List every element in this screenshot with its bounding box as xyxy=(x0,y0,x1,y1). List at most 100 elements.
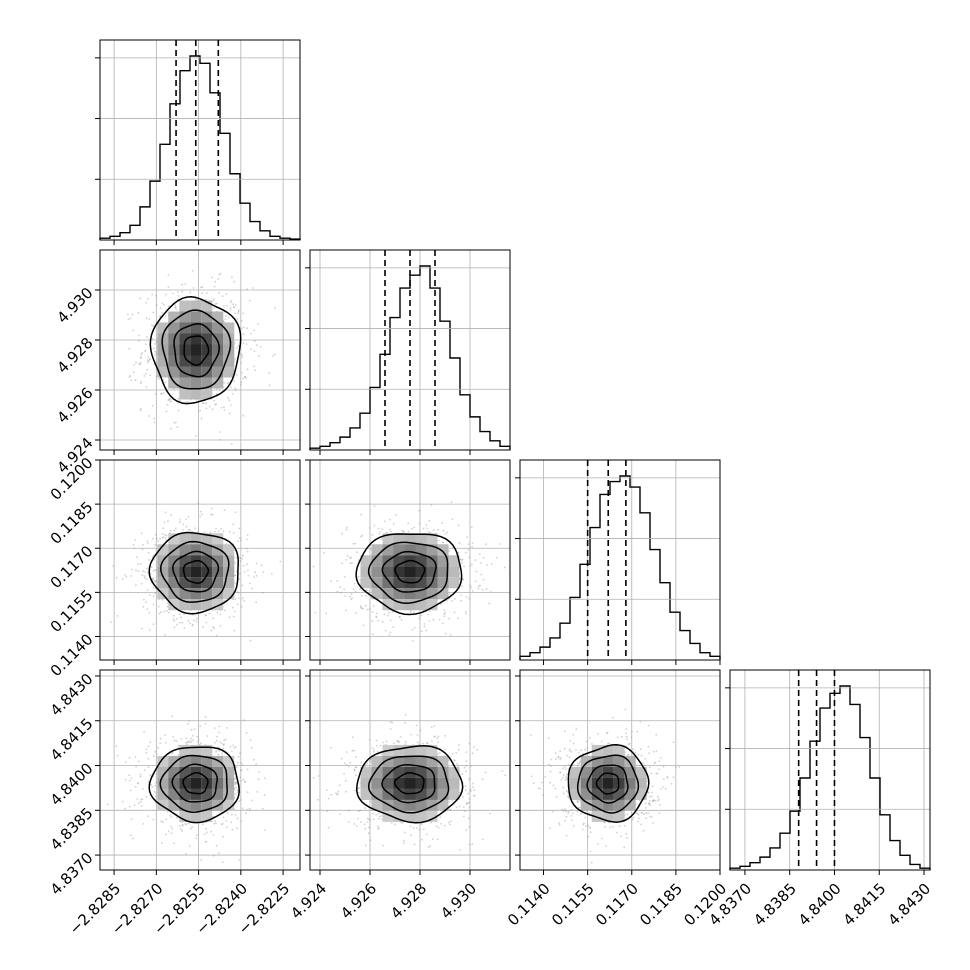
scatter-point xyxy=(152,325,155,328)
density-cell xyxy=(168,766,180,778)
scatter-point xyxy=(140,357,142,360)
scatter-point xyxy=(385,740,388,743)
density-cell xyxy=(437,577,449,589)
scatter-point xyxy=(174,306,176,309)
scatter-point xyxy=(236,817,239,820)
scatter-point xyxy=(250,348,252,350)
scatter-point xyxy=(439,816,442,818)
scatter-point xyxy=(464,785,467,787)
scatter-point xyxy=(368,826,370,829)
scatter-point xyxy=(449,634,452,636)
scatter-point xyxy=(246,327,248,330)
scatter-point xyxy=(235,373,238,376)
scatter-point xyxy=(225,820,228,822)
scatter-point xyxy=(223,600,226,602)
scatter-point xyxy=(371,620,373,623)
scatter-point xyxy=(400,618,403,621)
scatter-point xyxy=(226,382,229,385)
scatter-point xyxy=(121,800,124,803)
scatter-point xyxy=(164,381,167,384)
y-tick-label: 4.930 xyxy=(53,284,96,327)
scatter-point xyxy=(464,610,467,613)
scatter-point xyxy=(145,752,148,754)
y-tick-label: 4.8370 xyxy=(47,849,97,899)
scatter-point xyxy=(214,303,217,305)
density-cell xyxy=(201,344,213,356)
scatter-point xyxy=(140,562,143,565)
scatter-point xyxy=(145,796,148,798)
scatter-point xyxy=(368,738,371,741)
scatter-point xyxy=(210,513,212,516)
density-cell xyxy=(201,311,213,323)
scatter-point xyxy=(241,557,244,560)
scatter-point xyxy=(236,318,238,320)
scatter-point xyxy=(163,610,166,613)
scatter-point xyxy=(204,614,207,617)
density-cell xyxy=(382,810,394,822)
scatter-point xyxy=(155,569,158,571)
scatter-point xyxy=(234,511,237,514)
scatter-point xyxy=(255,562,258,565)
scatter-point xyxy=(466,536,468,539)
scatter-point xyxy=(152,578,154,581)
scatter-point xyxy=(148,611,151,614)
density-cell xyxy=(190,566,202,578)
scatter-point xyxy=(471,590,474,592)
scatter-point xyxy=(159,315,161,318)
density-cell xyxy=(168,599,180,611)
scatter-point xyxy=(115,576,118,579)
scatter-point xyxy=(235,746,237,748)
scatter-point xyxy=(389,528,391,531)
scatter-point xyxy=(421,630,423,633)
scatter-point xyxy=(222,744,225,746)
density-cell xyxy=(190,777,202,789)
scatter-point xyxy=(357,787,360,790)
scatter-point xyxy=(218,292,220,294)
density-cell xyxy=(426,799,438,811)
scatter-point xyxy=(432,529,435,531)
scatter-point xyxy=(465,789,467,792)
scatter-point xyxy=(462,796,464,798)
scatter-point xyxy=(389,631,392,634)
density-cell xyxy=(201,588,213,600)
scatter-point xyxy=(235,766,238,769)
density-cell xyxy=(179,766,191,778)
scatter-point xyxy=(200,510,202,513)
density-cell xyxy=(404,744,416,756)
scatter-point xyxy=(389,619,392,622)
scatter-point xyxy=(420,614,423,617)
density-cell xyxy=(360,566,372,578)
scatter-point xyxy=(204,716,207,718)
scatter-point xyxy=(240,381,243,384)
density-cell xyxy=(190,599,202,611)
scatter-point xyxy=(228,412,231,415)
scatter-point xyxy=(381,620,384,623)
scatter-point xyxy=(366,817,369,820)
scatter-point xyxy=(468,843,471,846)
scatter-point xyxy=(152,570,155,572)
scatter-point xyxy=(426,742,429,744)
scatter-point xyxy=(211,513,214,516)
scatter-point xyxy=(188,845,191,847)
scatter-point xyxy=(154,592,157,595)
density-cell xyxy=(179,577,191,589)
scatter-point xyxy=(343,772,345,775)
scatter-point xyxy=(362,624,365,627)
scatter-point xyxy=(141,351,144,354)
scatter-point xyxy=(392,626,395,628)
density-cell xyxy=(212,577,224,589)
scatter-point xyxy=(162,392,165,394)
density-cell xyxy=(223,577,235,589)
scatter-point xyxy=(461,561,464,564)
scatter-point xyxy=(428,610,431,612)
density-cell xyxy=(201,533,213,545)
scatter-point xyxy=(232,606,234,609)
scatter-point xyxy=(578,762,580,765)
scatter-point xyxy=(206,831,208,834)
scatter-point xyxy=(480,573,483,576)
scatter-point xyxy=(482,556,485,559)
scatter-point xyxy=(146,589,149,592)
scatter-point xyxy=(210,507,213,510)
